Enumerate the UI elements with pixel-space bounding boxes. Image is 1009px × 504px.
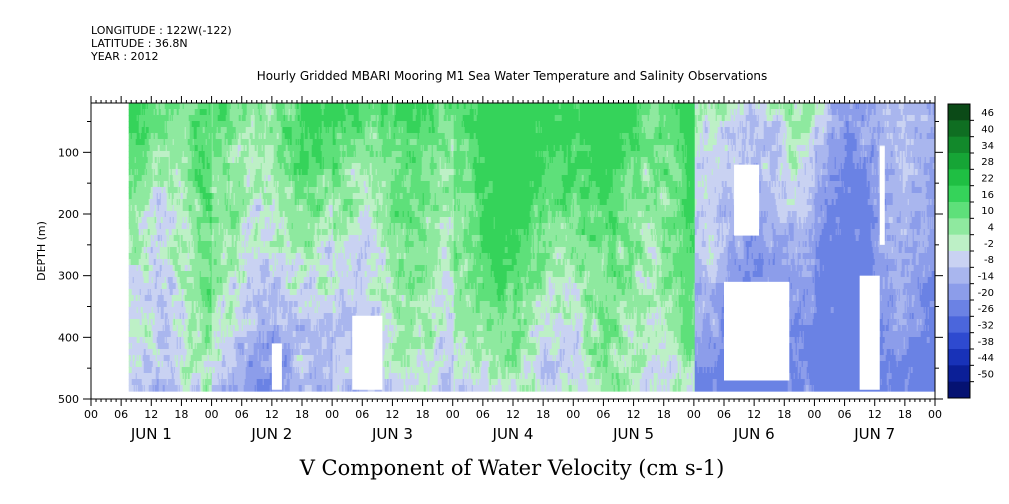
meta-latitude: LATITUDE : 36.8N <box>91 37 188 50</box>
chart-canvas: LONGITUDE : 122W(-122) LATITUDE : 36.8N … <box>0 0 1009 504</box>
meta-year: YEAR : 2012 <box>90 50 159 63</box>
meta-longitude: LONGITUDE : 122W(-122) <box>91 24 232 37</box>
chart-title: Hourly Gridded MBARI Mooring M1 Sea Wate… <box>257 69 768 83</box>
heatmap-field <box>129 103 937 392</box>
